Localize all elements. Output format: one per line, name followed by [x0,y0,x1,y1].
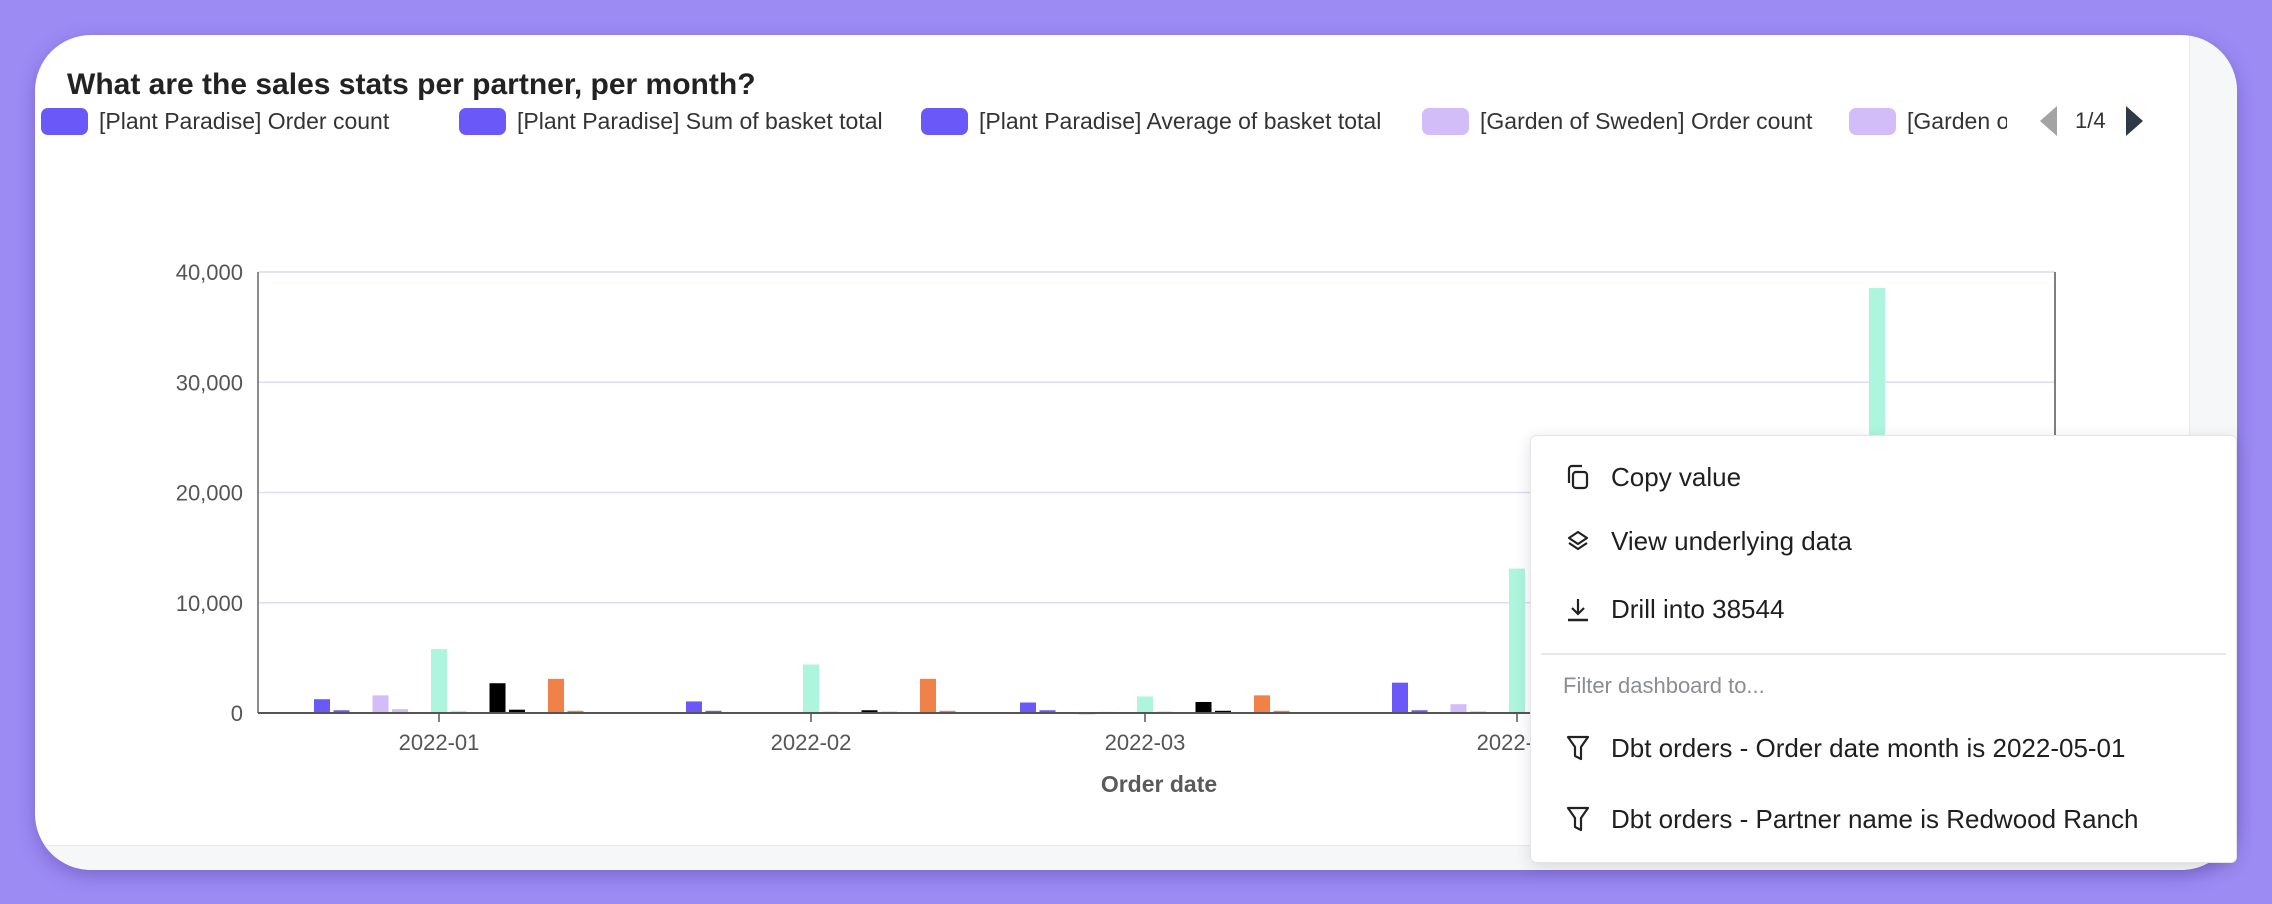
menu-divider [1541,653,2226,655]
bar [1020,702,1036,713]
bar [1039,710,1056,713]
legend-swatch [41,107,88,135]
legend-item[interactable]: [Plant Paradise] Sum of basket total [459,106,883,136]
filter-partner-name-item[interactable]: Dbt orders - Partner name is Redwood Ran… [1531,791,2236,847]
bar [392,709,408,713]
bar [372,695,389,713]
bar [548,678,564,713]
y-tick-label: 40,000 [176,260,243,285]
x-axis-label: Order date [1101,771,1217,797]
drill-into-item[interactable]: Drill into 38544 [1531,581,2236,637]
bar [314,699,330,713]
y-tick-label: 30,000 [176,370,243,395]
x-tick-label: 2022-02 [771,730,852,755]
y-tick-label: 10,000 [176,591,243,616]
bar [1254,695,1270,713]
legend-label: [Garden of Sweden] Order count [1480,107,1813,134]
bar [861,710,878,713]
legend-swatch [1849,107,1896,135]
bar [1273,710,1290,713]
view-underlying-data-item[interactable]: View underlying data [1531,513,2236,569]
bar [1509,568,1525,713]
legend-item[interactable]: [Plant Paradise] Order count [41,106,389,136]
legend-item[interactable]: [Plant Paradise] Average of basket total [921,106,1381,136]
legend-swatch [921,107,968,135]
card-title: What are the sales stats per partner, pe… [67,68,756,101]
bar [1392,682,1408,713]
legend-item[interactable]: [Garden of [1849,106,2007,136]
download-arrow-icon [1563,594,1593,624]
context-menu: Copy value View underlying data Drill in… [1530,435,2237,863]
legend-swatch [1422,107,1469,135]
bar [431,649,447,713]
legend-label: [Plant Paradise] Order count [99,107,390,134]
bar [333,710,350,713]
legend-pager: 1/4 [2040,106,2143,136]
legend-label: [Plant Paradise] Sum of basket total [517,107,883,134]
legend-swatch [459,107,506,135]
x-tick-label: 2022-01 [399,730,480,755]
legend-item[interactable]: [Garden of Sweden] Order count [1422,106,1812,136]
bar [939,710,956,713]
bar [1215,710,1231,713]
filter-icon [1563,804,1593,834]
layers-icon [1563,526,1593,556]
bar [1450,704,1467,713]
legend-label: [Plant Paradise] Average of basket total [979,107,1382,134]
bar [705,710,722,713]
bar [1411,710,1428,713]
copy-icon [1563,462,1593,492]
bar [450,710,467,713]
bar [1137,696,1153,713]
bar [920,678,936,713]
filter-heading: Filter dashboard to... [1563,673,1765,698]
filter-icon [1563,733,1593,763]
legend-page: 1/4 [2075,108,2106,133]
bar [1195,701,1212,713]
x-tick-label: 2022-03 [1105,730,1186,755]
y-tick-label: 0 [231,701,243,726]
y-tick-label: 20,000 [176,481,243,506]
bar [803,664,819,713]
filter-order-date-item[interactable]: Dbt orders - Order date month is 2022-05… [1531,720,2236,776]
bar [567,710,584,713]
bar [489,683,506,713]
bar [686,701,702,713]
copy-value-item[interactable]: Copy value [1531,449,2236,505]
chart-legend: [Plant Paradise] Order count [Plant Para… [41,106,2019,136]
legend-label: [Garden of [1907,107,2007,134]
bar [509,709,525,713]
legend-next-icon[interactable] [2125,106,2143,136]
legend-prev-icon[interactable] [2040,106,2057,136]
